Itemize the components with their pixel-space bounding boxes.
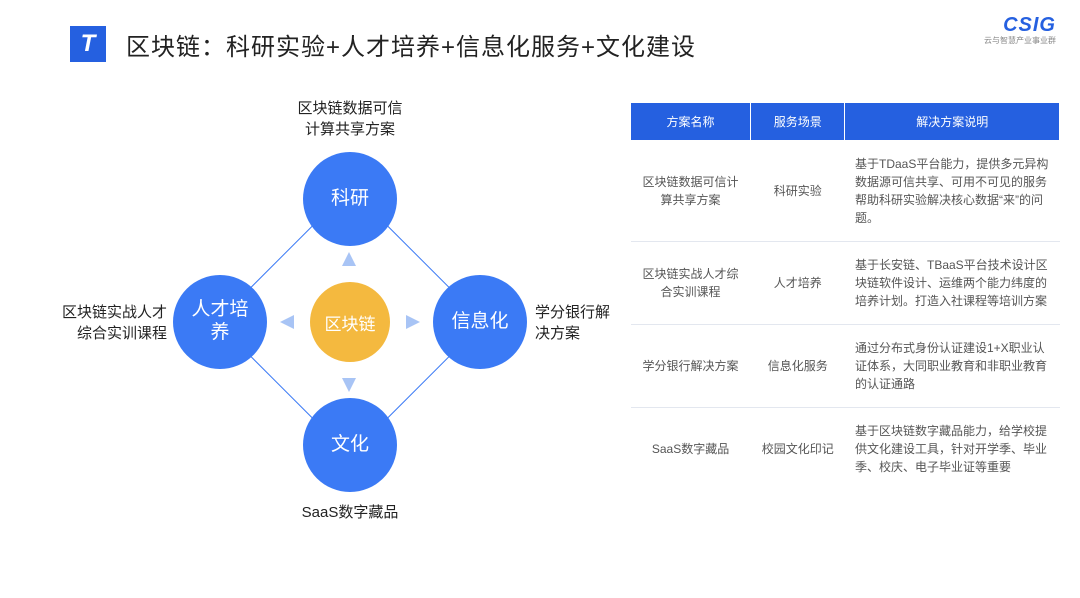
table-row: SaaS数字藏品校园文化印记基于区块链数字藏品能力，给学校提供文化建设工具，针对…	[631, 408, 1060, 491]
th-name: 方案名称	[631, 103, 751, 141]
cell-name: SaaS数字藏品	[631, 408, 751, 491]
brand-main: CSIG	[984, 14, 1056, 37]
cell-desc: 基于长安链、TBaaS平台技术设计区块链软件设计、运维两个能力纬度的培养计划。打…	[845, 242, 1060, 325]
label-bottom: SaaS数字藏品	[285, 502, 415, 523]
node-top: 科研	[303, 152, 397, 246]
label-top: 区块链数据可信计算共享方案	[285, 98, 415, 140]
logo-icon: T	[70, 26, 106, 62]
cell-scene: 科研实验	[751, 141, 845, 242]
cell-name: 学分银行解决方案	[631, 325, 751, 408]
table-row: 学分银行解决方案信息化服务通过分布式身份认证建设1+X职业认证体系，大同职业教育…	[631, 325, 1060, 408]
brand-mark: CSIG 云与智慧产业事业群	[984, 14, 1056, 46]
arrow-left-icon	[280, 315, 294, 329]
slide-title: 区块链：科研实验+人才培养+信息化服务+文化建设	[126, 27, 696, 62]
table-row: 区块链实战人才综合实训课程人才培养基于长安链、TBaaS平台技术设计区块链软件设…	[631, 242, 1060, 325]
cell-desc: 通过分布式身份认证建设1+X职业认证体系，大同职业教育和非职业教育的认证通路	[845, 325, 1060, 408]
cell-name: 区块链实战人才综合实训课程	[631, 242, 751, 325]
label-right: 学分银行解决方案	[535, 302, 625, 344]
cell-desc: 基于区块链数字藏品能力，给学校提供文化建设工具，针对开学季、毕业季、校庆、电子毕…	[845, 408, 1060, 491]
center-node: 区块链	[310, 282, 390, 362]
cell-scene: 校园文化印记	[751, 408, 845, 491]
blockchain-diagram: 区块链 科研 信息化 文化 人才培养 区块链数据可信计算共享方案 学分银行解决方…	[30, 92, 630, 552]
table-header-row: 方案名称 服务场景 解决方案说明	[631, 103, 1060, 141]
cell-scene: 人才培养	[751, 242, 845, 325]
solutions-table: 方案名称 服务场景 解决方案说明 区块链数据可信计算共享方案科研实验基于TDaa…	[630, 102, 1060, 552]
node-left: 人才培养	[173, 275, 267, 369]
cell-name: 区块链数据可信计算共享方案	[631, 141, 751, 242]
label-left: 区块链实战人才综合实训课程	[42, 302, 167, 344]
cell-scene: 信息化服务	[751, 325, 845, 408]
brand-sub: 云与智慧产业事业群	[984, 35, 1056, 46]
th-scene: 服务场景	[751, 103, 845, 141]
arrow-right-icon	[406, 315, 420, 329]
arrow-up-icon	[342, 252, 356, 266]
slide-header: T 区块链：科研实验+人才培养+信息化服务+文化建设	[0, 0, 1080, 62]
th-desc: 解决方案说明	[845, 103, 1060, 141]
node-right: 信息化	[433, 275, 527, 369]
table-row: 区块链数据可信计算共享方案科研实验基于TDaaS平台能力，提供多元异构数据源可信…	[631, 141, 1060, 242]
arrow-down-icon	[342, 378, 356, 392]
cell-desc: 基于TDaaS平台能力，提供多元异构数据源可信共享、可用不可见的服务帮助科研实验…	[845, 141, 1060, 242]
node-bottom: 文化	[303, 398, 397, 492]
